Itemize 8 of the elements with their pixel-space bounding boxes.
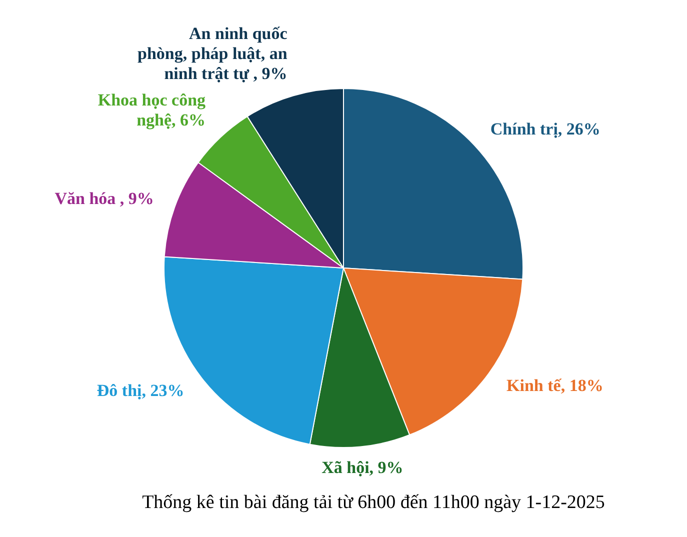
- slice-label: Văn hóa , 9%: [54, 189, 154, 208]
- text: Thống kê tin bài đăng tải từ 6h00 đến 11h00 ngày 1-12-2025: [141, 492, 606, 514]
- slice-label: Chính trị, 26%: [490, 119, 600, 138]
- slice-label: Khoa học công nghệ, 6%: [98, 90, 206, 130]
- slice-label: An ninh quốc phòng, pháp luật, an ninh trật tự , 9%: [138, 24, 288, 83]
- slice-label: Kinh tế, 18%: [506, 376, 604, 395]
- slice-label: Đô thị, 23%: [96, 380, 184, 400]
- slice-label: Xã hội, 9%: [322, 458, 404, 477]
